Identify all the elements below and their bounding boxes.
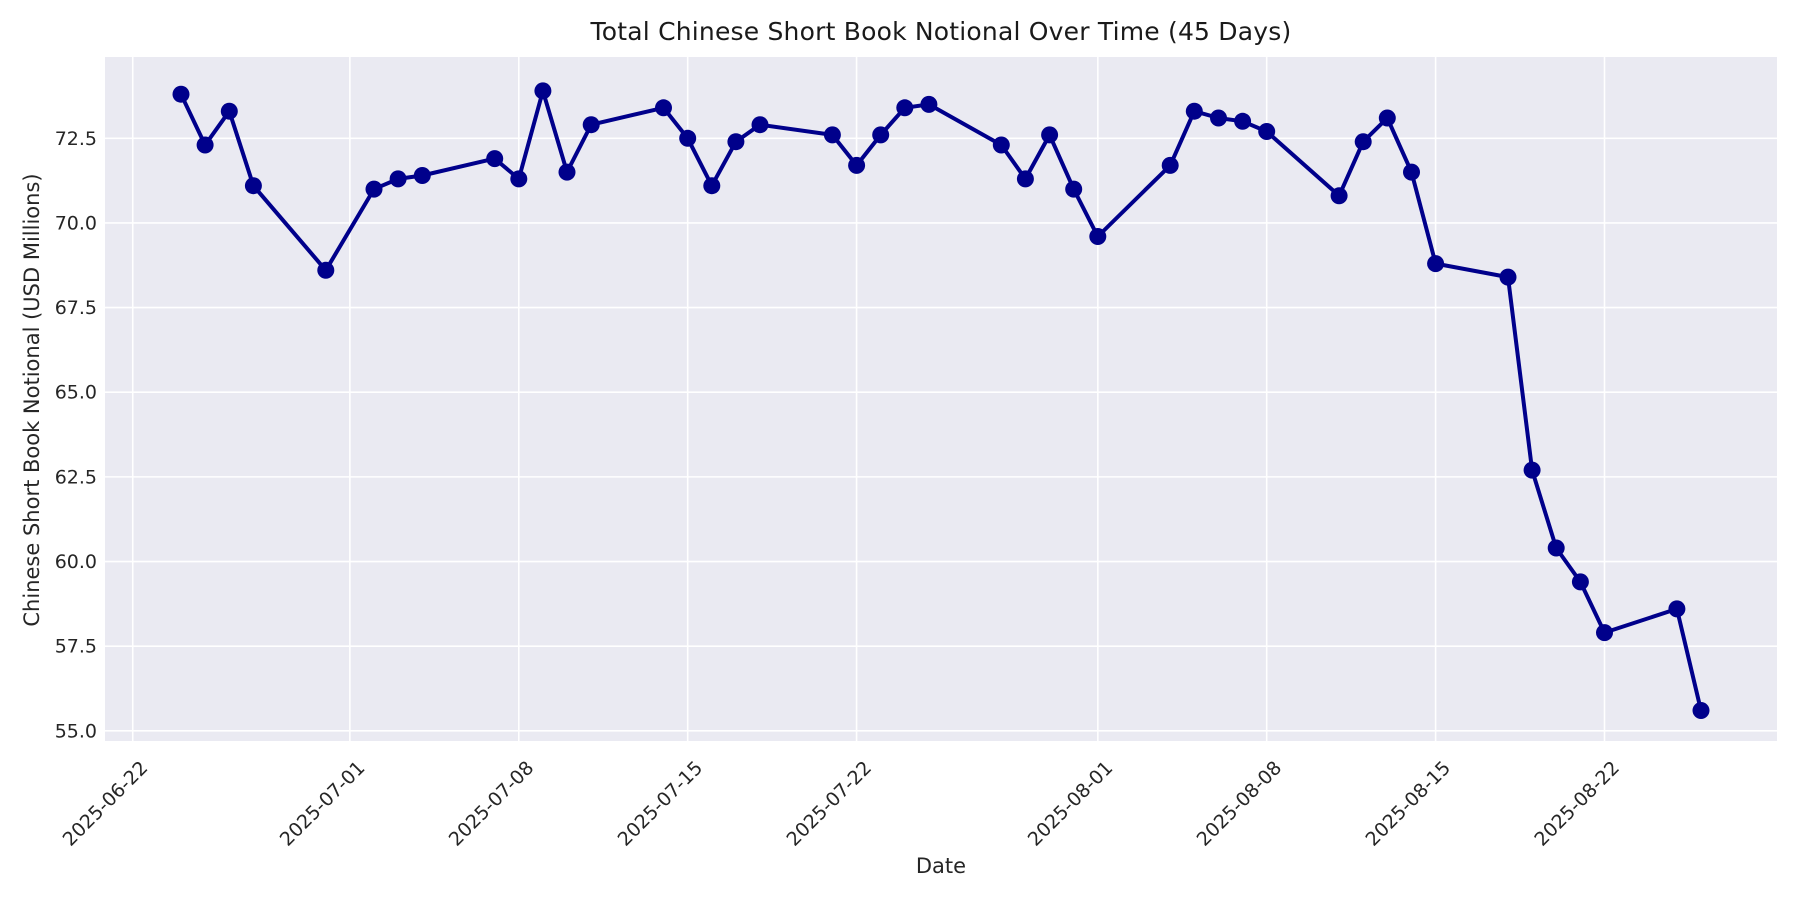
y-tick-label: 60.0 <box>55 551 97 573</box>
data-point-marker <box>1668 600 1686 618</box>
data-point-marker <box>413 167 431 184</box>
chart-title: Total Chinese Short Book Notional Over T… <box>590 17 1292 46</box>
data-point-marker <box>848 156 866 174</box>
x-axis-label: Date <box>915 854 967 878</box>
x-tick-label: 2025-07-08 <box>445 757 539 851</box>
data-point-marker <box>1234 112 1252 130</box>
data-point-marker <box>220 102 238 120</box>
data-point-marker <box>534 82 552 100</box>
data-point-marker <box>1427 255 1445 273</box>
data-point-marker <box>196 136 214 154</box>
data-point-marker <box>317 261 335 279</box>
data-point-marker <box>1547 539 1565 557</box>
data-point-marker <box>920 95 938 113</box>
data-point-marker <box>872 126 890 144</box>
data-point-marker <box>703 177 721 195</box>
data-point-marker <box>558 163 576 181</box>
data-point-marker <box>655 99 672 117</box>
data-point-marker <box>1499 268 1517 286</box>
y-axis-label: Chinese Short Book Notional (USD Million… <box>20 173 44 627</box>
data-point-marker <box>582 116 600 134</box>
data-point-marker <box>1065 180 1083 198</box>
x-tick-label: 2025-07-22 <box>782 757 876 851</box>
y-tick-label: 62.5 <box>55 466 97 488</box>
y-tick-label: 65.0 <box>55 382 97 404</box>
data-point-marker <box>823 126 841 144</box>
y-tick-label: 57.5 <box>55 636 97 658</box>
data-point-marker <box>1089 228 1107 245</box>
plot-area <box>105 57 1777 741</box>
data-point-marker <box>1403 163 1420 181</box>
data-point-marker <box>751 116 769 134</box>
data-point-marker <box>486 150 504 168</box>
x-tick-label: 2025-07-15 <box>614 757 708 851</box>
data-point-marker <box>1210 109 1227 127</box>
data-point-marker <box>1330 187 1348 205</box>
data-point-marker <box>727 133 745 151</box>
data-point-marker <box>1692 702 1710 719</box>
x-tick-label: 2025-08-01 <box>1024 757 1118 851</box>
x-tick-label: 2025-08-22 <box>1530 757 1624 851</box>
data-point-marker <box>1041 126 1059 144</box>
data-point-marker <box>1523 461 1541 479</box>
y-tick-label: 55.0 <box>55 720 97 742</box>
data-point-marker <box>1258 123 1276 140</box>
data-point-marker <box>510 170 528 188</box>
x-tick-label: 2025-08-08 <box>1193 757 1287 851</box>
x-tick-label: 2025-07-01 <box>276 757 370 851</box>
y-tick-label: 72.5 <box>55 128 97 150</box>
data-point-marker <box>1571 573 1589 591</box>
y-tick-label: 67.5 <box>55 297 97 319</box>
data-point-marker <box>992 136 1010 154</box>
data-point-marker <box>172 85 190 103</box>
data-point-marker <box>1185 102 1203 120</box>
data-point-marker <box>679 129 697 147</box>
data-point-marker <box>1596 624 1613 642</box>
data-point-marker <box>1016 170 1034 188</box>
y-tick-label: 70.0 <box>55 212 97 234</box>
data-point-marker <box>365 180 383 198</box>
data-point-marker <box>244 177 262 195</box>
x-tick-label: 2025-06-22 <box>59 757 153 851</box>
x-tick-label: 2025-08-15 <box>1362 757 1456 851</box>
data-point-marker <box>896 99 914 117</box>
data-point-marker <box>1378 109 1396 127</box>
data-point-marker <box>389 170 407 188</box>
data-point-marker <box>1354 133 1372 151</box>
data-point-marker <box>1161 156 1179 174</box>
